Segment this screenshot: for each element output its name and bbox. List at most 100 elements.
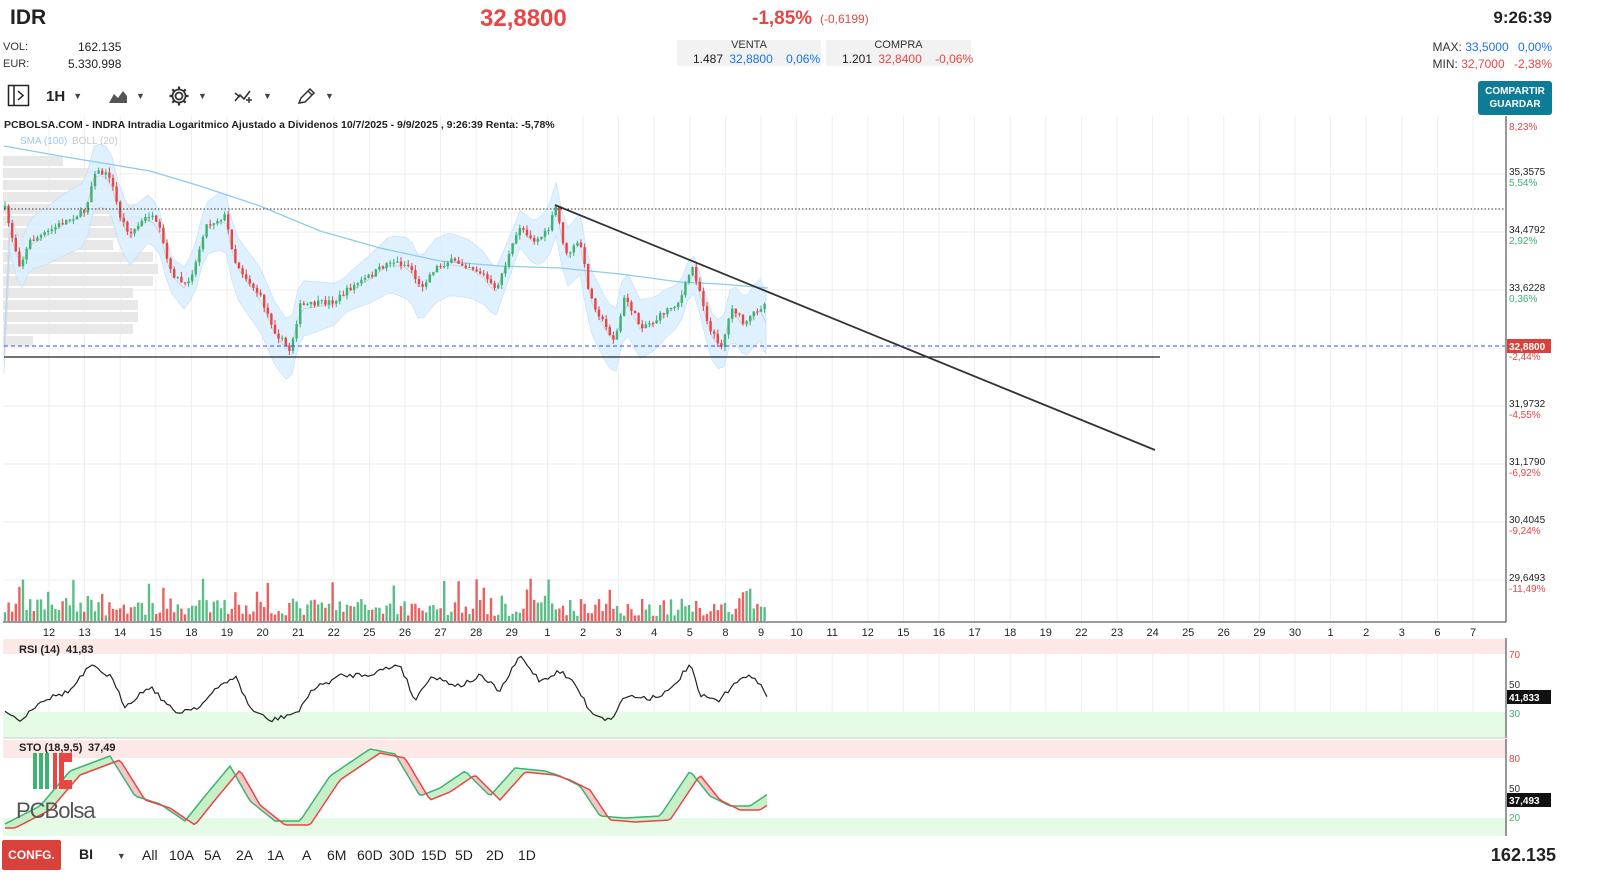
x-tick-label: 27 <box>434 627 446 639</box>
volume-bar <box>345 604 349 621</box>
price-pct-label: -2,44% <box>1509 352 1541 363</box>
sto-fill-segment <box>677 786 680 810</box>
period-button-all[interactable]: All <box>142 847 158 863</box>
candle-body <box>533 238 536 242</box>
volume-bar <box>201 578 205 621</box>
sto-fill-segment <box>83 765 86 774</box>
volume-bar <box>716 610 719 621</box>
volume-bar <box>162 587 165 621</box>
x-tick-label: 25 <box>1182 627 1194 639</box>
candle-body <box>209 224 212 226</box>
candle-body <box>695 266 698 282</box>
x-tick-label: 25 <box>363 627 375 639</box>
volume-bar <box>500 595 503 621</box>
candle-body <box>302 303 305 305</box>
sto-fill-segment <box>626 817 629 822</box>
chart-type-select[interactable]: ▼ <box>108 84 145 108</box>
candle-body <box>417 279 421 285</box>
period-button-a[interactable]: A <box>302 847 312 863</box>
period-button-2d[interactable]: 2D <box>486 847 504 863</box>
sto-label: STO (18,9,5) <box>19 742 83 754</box>
candle-body <box>687 275 691 283</box>
price-chart[interactable]: PCBOLSA.COM - INDRA Intradia Logaritmico… <box>0 116 1598 838</box>
volume-bar <box>619 613 622 621</box>
interval-select[interactable]: 1H ▼ <box>46 84 82 108</box>
period-button-5a[interactable]: 5A <box>204 847 222 863</box>
sto-fill-segment <box>446 781 449 794</box>
candle-body <box>565 242 568 254</box>
candle-body <box>14 237 17 252</box>
period-button-2a[interactable]: 2A <box>236 847 254 863</box>
candle-body <box>360 279 363 284</box>
period-button-60d[interactable]: 60D <box>357 847 383 863</box>
volume-bar <box>407 615 410 621</box>
sto-fill-segment <box>635 817 638 822</box>
volume-bar <box>594 604 597 621</box>
volume-bar <box>709 611 712 621</box>
volume-bar <box>317 604 320 621</box>
candle-body <box>525 229 529 236</box>
volume-bar <box>432 604 435 621</box>
x-tick-label: 3 <box>1399 627 1405 639</box>
period-button-5d[interactable]: 5D <box>455 847 473 863</box>
share-save-button[interactable]: COMPARTIR GUARDAR <box>1478 81 1552 115</box>
mode-select[interactable]: BI ▼ <box>79 846 126 862</box>
period-button-6m[interactable]: 6M <box>327 847 347 863</box>
candle-body <box>432 272 435 275</box>
volume-bar <box>605 603 608 621</box>
sto-fill-segment <box>266 809 269 817</box>
candle-body <box>453 258 457 261</box>
volume-bar <box>421 610 424 621</box>
sto-fill-segment <box>353 758 356 772</box>
period-button-1d[interactable]: 1D <box>518 847 536 863</box>
candle-body <box>205 224 208 237</box>
volume-bar <box>198 600 201 621</box>
candle-body <box>554 206 557 216</box>
volume-bar <box>306 604 309 621</box>
eur-label: EUR: <box>3 58 30 70</box>
vol-value: 162.135 <box>78 40 122 54</box>
candle-body <box>561 222 565 243</box>
candle-body <box>129 231 133 234</box>
period-button-30d[interactable]: 30D <box>389 847 415 863</box>
config-button[interactable]: CONFG. <box>2 840 61 870</box>
volume-bar <box>234 592 237 621</box>
candle-body <box>752 311 755 317</box>
volume-bar <box>497 614 500 621</box>
volume-bar <box>126 613 129 621</box>
venta-price: 32,8800 <box>729 52 773 66</box>
candle-body <box>223 214 226 221</box>
period-button-15d[interactable]: 15D <box>421 847 447 863</box>
volume-bar <box>381 613 385 621</box>
candle-body <box>493 283 496 289</box>
rsi-level-30: 30 <box>1509 709 1521 720</box>
chevron-down-icon: ▼ <box>325 91 334 101</box>
price-tick-label: 33,6228 <box>1509 283 1546 294</box>
candle-body <box>633 310 637 314</box>
volume-bar <box>144 614 147 621</box>
indicators-select[interactable]: ▼ <box>233 84 272 108</box>
sto-fill-segment <box>293 821 296 825</box>
settings-select[interactable]: ▼ <box>168 84 207 108</box>
volume-bar <box>662 600 665 621</box>
current-price-marker <box>1507 339 1551 353</box>
volume-bar <box>464 606 467 621</box>
volume-bar <box>223 599 226 621</box>
volume-bar <box>752 608 755 621</box>
volume-bar <box>133 606 136 621</box>
sto-fill-segment <box>263 807 266 814</box>
candle-body <box>29 239 32 249</box>
volume-bar <box>522 608 525 621</box>
volume-bar <box>734 608 737 621</box>
panel-toggle-button[interactable] <box>7 84 31 108</box>
volume-bar <box>486 614 489 621</box>
period-button-1a[interactable]: 1A <box>267 847 285 863</box>
x-tick-label: 13 <box>78 627 90 639</box>
drawing-tools-select[interactable]: ▼ <box>297 84 334 108</box>
volume-bar <box>72 580 75 621</box>
volume-bar <box>209 612 212 621</box>
candle-body <box>705 306 709 322</box>
period-button-10a[interactable]: 10A <box>169 847 194 863</box>
volume-bar <box>587 613 590 621</box>
candle-body <box>389 262 392 264</box>
